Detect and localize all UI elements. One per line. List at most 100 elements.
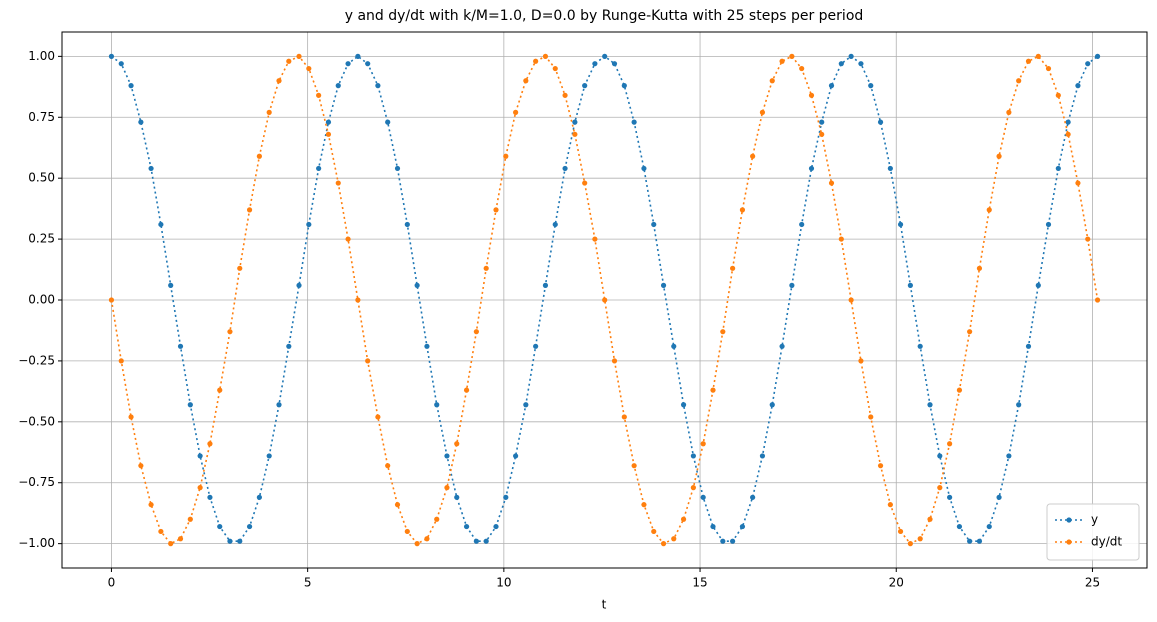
y-tick-label: −0.25 <box>18 353 55 367</box>
data-point <box>493 523 499 530</box>
data-point <box>463 387 470 393</box>
data-point <box>108 297 115 303</box>
data-point <box>493 207 499 213</box>
data-point <box>424 536 430 542</box>
data-point <box>779 58 785 64</box>
data-point <box>325 119 332 125</box>
x-tick-label: 10 <box>496 576 511 590</box>
data-point <box>897 221 904 228</box>
data-point <box>168 541 174 547</box>
data-point <box>819 131 825 137</box>
data-point <box>602 297 608 303</box>
data-point <box>690 453 696 459</box>
data-point <box>256 153 262 159</box>
data-point <box>1045 221 1052 228</box>
data-point <box>1045 65 1052 72</box>
data-point <box>720 538 726 544</box>
data-point <box>947 441 953 447</box>
data-point <box>730 265 736 271</box>
data-point <box>246 207 253 213</box>
data-point <box>789 282 795 288</box>
data-point <box>1065 119 1071 125</box>
data-point <box>621 83 627 89</box>
data-point <box>868 83 874 89</box>
data-point <box>473 329 479 335</box>
data-point <box>1055 165 1061 172</box>
data-point <box>365 358 371 364</box>
data-point <box>177 343 184 349</box>
data-point <box>710 523 716 530</box>
data-point <box>799 65 805 72</box>
data-point <box>562 165 568 172</box>
data-point <box>592 236 598 242</box>
data-point <box>631 119 637 125</box>
data-point <box>187 402 193 408</box>
x-tick-label: 5 <box>304 576 312 590</box>
data-point <box>759 453 766 459</box>
data-point <box>927 516 933 522</box>
data-point <box>207 441 213 447</box>
data-point <box>651 221 657 228</box>
data-point <box>345 236 351 242</box>
data-point <box>197 485 203 491</box>
data-point <box>148 502 154 508</box>
data-point <box>513 453 519 459</box>
x-tick-label: 15 <box>692 576 707 590</box>
data-point <box>680 402 687 408</box>
data-point <box>404 528 410 535</box>
data-point <box>887 502 893 508</box>
x-axis-label: t <box>602 598 607 612</box>
y-tick-label: −0.50 <box>18 414 55 428</box>
data-point <box>256 494 262 500</box>
chart-title: y and dy/dt with k/M=1.0, D=0.0 by Runge… <box>345 8 864 24</box>
data-point <box>138 119 144 125</box>
data-point <box>533 343 539 349</box>
data-point <box>739 207 746 213</box>
data-point <box>562 92 568 98</box>
data-point <box>237 265 243 271</box>
data-point <box>927 402 933 408</box>
data-point <box>848 297 854 303</box>
y-tick-label: 0.75 <box>28 110 55 124</box>
data-point <box>148 165 154 172</box>
data-point <box>828 180 835 186</box>
data-point <box>779 343 785 349</box>
data-point <box>414 282 420 288</box>
data-point <box>542 282 549 288</box>
data-point <box>720 329 726 335</box>
data-point <box>621 414 627 420</box>
data-point <box>552 65 558 72</box>
data-point <box>227 329 233 335</box>
data-point <box>641 502 647 508</box>
data-point <box>572 131 578 137</box>
data-point <box>355 297 361 303</box>
data-point <box>986 207 992 213</box>
data-point <box>207 494 213 500</box>
data-point <box>394 165 401 172</box>
data-point <box>1065 131 1071 137</box>
data-point <box>1085 236 1091 242</box>
legend-marker <box>1066 539 1072 545</box>
data-point <box>316 165 322 172</box>
data-point <box>296 53 302 59</box>
data-point <box>246 523 253 530</box>
data-point <box>769 78 775 84</box>
data-point <box>986 523 992 530</box>
data-point <box>976 265 983 271</box>
data-point <box>828 83 835 89</box>
data-point <box>355 53 361 59</box>
data-point <box>276 78 282 84</box>
data-point <box>996 494 1002 500</box>
data-point <box>483 265 489 271</box>
data-point <box>907 282 913 288</box>
data-point <box>454 441 460 447</box>
data-point <box>1025 58 1032 64</box>
data-point <box>996 153 1002 159</box>
data-point <box>877 463 884 469</box>
data-point <box>582 180 588 186</box>
data-point <box>858 358 864 364</box>
data-point <box>1085 61 1091 67</box>
data-point <box>592 61 598 67</box>
data-point <box>276 402 282 408</box>
